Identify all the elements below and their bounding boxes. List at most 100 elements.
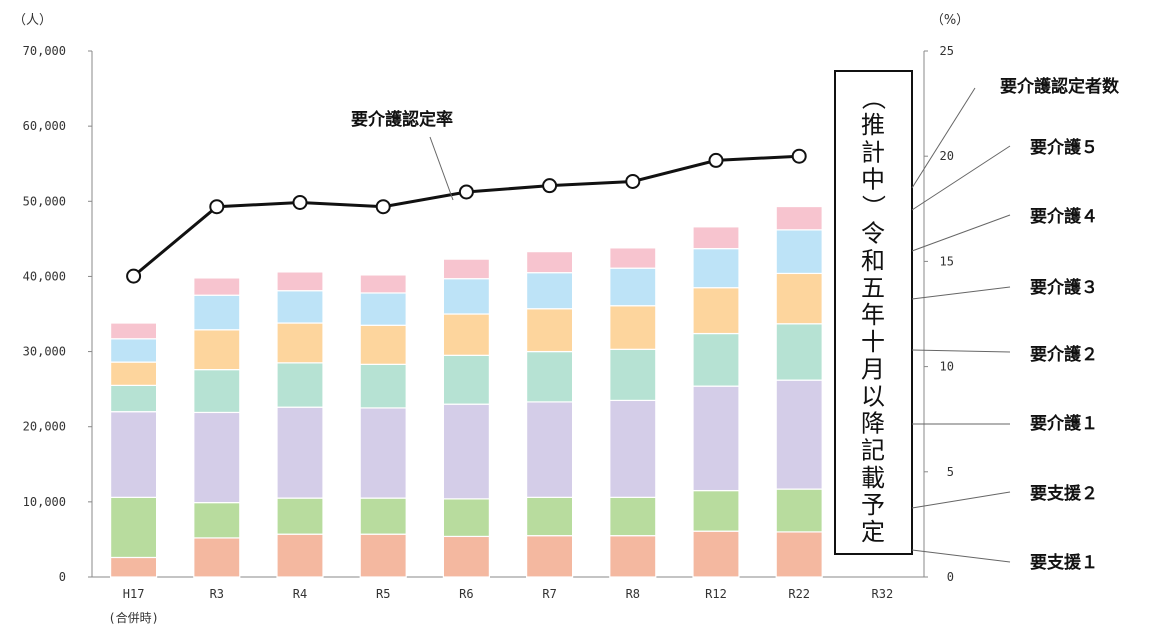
bar-segment: [442, 354, 490, 405]
bar-segment: [609, 399, 657, 498]
bar-segment: [109, 384, 158, 413]
legend-label: 要介護１: [1030, 413, 1098, 434]
bar-segment: [276, 271, 324, 292]
note-char: 記: [861, 437, 885, 465]
category-labels: H17 (合併時) R3 R4 R5 R6 R7 R8 R12 R22 R32: [108, 587, 893, 625]
bar-segment: [359, 274, 407, 294]
bar-segment: [692, 530, 740, 578]
left-tick-label: 20,000: [23, 420, 66, 434]
bar-segment: [525, 251, 574, 274]
bar-segment: [193, 502, 241, 539]
note-char: 月: [861, 355, 885, 383]
note-char: 令: [861, 220, 885, 248]
left-tick-label: 10,000: [23, 495, 66, 509]
bar-segment: [193, 294, 241, 331]
bar-segment: [359, 363, 407, 409]
rate-point: [292, 194, 308, 210]
right-tick-label: 20: [940, 149, 954, 163]
left-tick-label: 50,000: [23, 194, 66, 208]
bar-segment: [109, 361, 158, 386]
bar-segment: [193, 369, 241, 414]
bar-segment: [692, 226, 740, 250]
bar-segment: [442, 278, 490, 315]
bar-segment: [193, 329, 241, 371]
category-label: R22: [788, 587, 810, 601]
right-tick-label: 15: [940, 254, 954, 268]
note-char: 載: [861, 464, 885, 492]
note-box: [834, 70, 913, 555]
rate-line-label: 要介護認定率: [351, 109, 453, 130]
bar-segment: [442, 403, 490, 500]
bar-segment: [692, 287, 740, 335]
left-tick-label: 70,000: [23, 44, 66, 58]
category-label: R7: [542, 587, 556, 601]
note-char: 降: [861, 410, 885, 438]
category-label: R4: [293, 587, 307, 601]
legend-leader: [911, 214, 1011, 252]
left-tick-label: 0: [59, 570, 66, 584]
right-axis-unit: （%）: [931, 13, 969, 28]
category-label: R3: [210, 587, 224, 601]
rate-point: [126, 268, 142, 284]
legend-label: 要介護２: [1030, 344, 1098, 365]
rate-line: 要介護認定率: [126, 109, 807, 284]
category-sublabel: (合併時): [108, 610, 158, 625]
bar-segment: [109, 496, 158, 559]
bar-segment: [359, 407, 407, 499]
bar-segment: [276, 497, 324, 535]
legend-leader: [911, 87, 976, 189]
right-tick-label: 0: [947, 570, 954, 584]
bar-segment: [442, 313, 490, 356]
right-tick-label: 25: [940, 44, 954, 58]
note-char: 定: [861, 518, 885, 546]
bar-segment: [609, 305, 657, 350]
category-label: H17: [123, 587, 145, 601]
left-tick-label: 30,000: [23, 345, 66, 359]
note-char: 年: [861, 301, 885, 329]
left-tick-label: 40,000: [23, 269, 66, 283]
bar-segment: [775, 205, 823, 231]
legend-label: 要介護３: [1030, 277, 1098, 298]
bar-segment: [775, 531, 823, 578]
left-tick-label: 60,000: [23, 119, 66, 133]
bar-segment: [193, 411, 241, 504]
note-char: 予: [861, 491, 885, 519]
bar-segment: [276, 406, 324, 499]
bar-segment: [525, 272, 574, 310]
left-axis-unit: （人）: [13, 13, 52, 28]
bar-segment: [276, 322, 324, 364]
bar-segment: [692, 248, 740, 289]
note-char: 計: [861, 138, 885, 166]
note-char: （: [859, 86, 887, 110]
legend-leader: [911, 491, 1011, 509]
bar-segment: [276, 362, 324, 408]
bar-segment: [359, 497, 407, 535]
rate-point: [791, 148, 807, 164]
note-char: 中: [861, 165, 885, 193]
bar-segment: [609, 267, 657, 307]
bar-segment: [276, 290, 324, 324]
bar-segment: [442, 535, 490, 578]
note-char: 十: [861, 328, 885, 356]
legend-leader: [911, 145, 1011, 211]
bar-segment: [442, 258, 490, 280]
bar-segment: [193, 277, 241, 296]
bar-segment: [609, 535, 657, 578]
note-char: ）: [859, 195, 887, 219]
bar-segment: [692, 332, 740, 387]
legend-label: 要介護５: [1030, 137, 1098, 158]
bar-segment: [109, 338, 158, 363]
rate-point: [375, 199, 391, 215]
bar-segment: [525, 308, 574, 353]
note-char: 和: [861, 247, 885, 275]
bar-segment: [193, 537, 241, 578]
bar-segment: [609, 247, 657, 269]
bar-segment: [692, 385, 740, 492]
bar-segment: [525, 535, 574, 578]
right-tick-label: 5: [947, 465, 954, 479]
legend-label: 要支援１: [1030, 552, 1098, 573]
category-label: R12: [705, 587, 727, 601]
bar-segment: [692, 489, 740, 532]
category-label: R32: [872, 587, 894, 601]
